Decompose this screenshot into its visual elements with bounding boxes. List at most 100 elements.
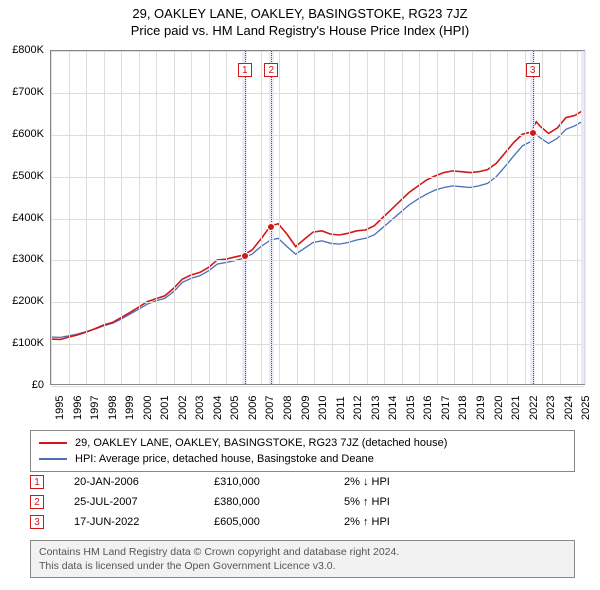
series-line-hpi (52, 122, 582, 338)
arrow-icon: ↑ (363, 516, 369, 528)
gridline-v (437, 51, 438, 384)
gridline-v (174, 51, 175, 384)
gridline-v (402, 51, 403, 384)
title-block: 29, OAKLEY LANE, OAKLEY, BASINGSTOKE, RG… (0, 0, 600, 42)
legend: 29, OAKLEY LANE, OAKLEY, BASINGSTOKE, RG… (30, 430, 575, 472)
gridline-v (472, 51, 473, 384)
gridline-v (490, 51, 491, 384)
series-line-property (52, 111, 582, 339)
x-tick-label: 1996 (72, 396, 84, 420)
gridline-v (297, 51, 298, 384)
gridline-v (86, 51, 87, 384)
gridline-v (51, 51, 52, 384)
x-tick-label: 2013 (370, 396, 382, 420)
x-tick-label: 2019 (475, 396, 487, 420)
x-tick-label: 2001 (159, 396, 171, 420)
marker-table-row: 225-JUL-2007£380,0005% ↑ HPI (30, 492, 575, 512)
gridline-h (51, 135, 584, 136)
legend-text: 29, OAKLEY LANE, OAKLEY, BASINGSTOKE, RG… (75, 437, 447, 449)
gridline-v (332, 51, 333, 384)
marker-id-box: 1 (30, 475, 44, 489)
marker-label: 1 (238, 63, 252, 77)
x-tick-label: 1998 (107, 396, 119, 420)
chart-lines (51, 51, 584, 384)
gridline-h (51, 93, 584, 94)
gridline-h (51, 386, 584, 387)
x-tick-label: 2020 (493, 396, 505, 420)
gridline-v (384, 51, 385, 384)
marker-label: 2 (264, 63, 278, 77)
gridline-h (51, 260, 584, 261)
gridline-v (139, 51, 140, 384)
gridline-v (191, 51, 192, 384)
x-tick-label: 2009 (300, 396, 312, 420)
marker-id-box: 2 (30, 495, 44, 509)
x-tick-label: 2015 (405, 396, 417, 420)
gridline-h (51, 219, 584, 220)
x-tick-label: 1999 (124, 396, 136, 420)
gridline-v (454, 51, 455, 384)
gridline-h (51, 51, 584, 52)
x-tick-label: 2002 (177, 396, 189, 420)
chart-title: 29, OAKLEY LANE, OAKLEY, BASINGSTOKE, RG… (0, 6, 600, 21)
marker-pct: 2% ↑ HPI (344, 516, 484, 528)
gridline-v (156, 51, 157, 384)
gridline-v (69, 51, 70, 384)
gridline-v (261, 51, 262, 384)
gridline-v (560, 51, 561, 384)
x-tick-label: 1995 (54, 396, 66, 420)
x-tick-label: 2021 (510, 396, 522, 420)
gridline-v (279, 51, 280, 384)
chart-band (581, 51, 586, 384)
marker-line (533, 51, 534, 384)
x-tick-label: 2025 (580, 396, 592, 420)
gridline-v (104, 51, 105, 384)
y-tick-label: £700K (12, 86, 44, 98)
marker-point (529, 129, 537, 137)
legend-swatch (39, 442, 67, 444)
gridline-v (542, 51, 543, 384)
marker-date: 25-JUL-2007 (74, 496, 214, 508)
x-tick-label: 2014 (387, 396, 399, 420)
marker-label: 3 (526, 63, 540, 77)
marker-date: 17-JUN-2022 (74, 516, 214, 528)
gridline-v (226, 51, 227, 384)
y-axis-labels: £0£100K£200K£300K£400K£500K£600K£700K£80… (0, 44, 48, 389)
x-tick-label: 2018 (457, 396, 469, 420)
y-tick-label: £600K (12, 128, 44, 140)
gridline-v (525, 51, 526, 384)
marker-price: £380,000 (214, 496, 344, 508)
legend-swatch (39, 458, 67, 460)
x-tick-label: 2022 (528, 396, 540, 420)
y-tick-label: £0 (32, 379, 44, 391)
y-tick-label: £200K (12, 295, 44, 307)
x-tick-label: 2011 (335, 396, 347, 420)
chart-container: 29, OAKLEY LANE, OAKLEY, BASINGSTOKE, RG… (0, 0, 600, 590)
marker-line (245, 51, 246, 384)
x-tick-label: 2005 (229, 396, 241, 420)
marker-date: 20-JAN-2006 (74, 476, 214, 488)
x-tick-label: 2010 (317, 396, 329, 420)
gridline-v (367, 51, 368, 384)
legend-text: HPI: Average price, detached house, Basi… (75, 453, 374, 465)
x-tick-label: 2016 (422, 396, 434, 420)
x-tick-label: 2003 (194, 396, 206, 420)
x-tick-label: 2007 (264, 396, 276, 420)
x-tick-label: 2000 (142, 396, 154, 420)
x-tick-label: 2006 (247, 396, 259, 420)
footer-line: This data is licensed under the Open Gov… (39, 559, 566, 573)
y-tick-label: £800K (12, 44, 44, 56)
marker-point (241, 252, 249, 260)
footer-line: Contains HM Land Registry data © Crown c… (39, 545, 566, 559)
x-tick-label: 2017 (440, 396, 452, 420)
x-tick-label: 2012 (352, 396, 364, 420)
y-tick-label: £300K (12, 253, 44, 265)
x-tick-label: 2024 (563, 396, 575, 420)
x-tick-label: 2023 (545, 396, 557, 420)
y-tick-label: £400K (12, 212, 44, 224)
y-tick-label: £500K (12, 170, 44, 182)
marker-price: £310,000 (214, 476, 344, 488)
gridline-v (419, 51, 420, 384)
marker-line (271, 51, 272, 384)
x-tick-label: 2008 (282, 396, 294, 420)
